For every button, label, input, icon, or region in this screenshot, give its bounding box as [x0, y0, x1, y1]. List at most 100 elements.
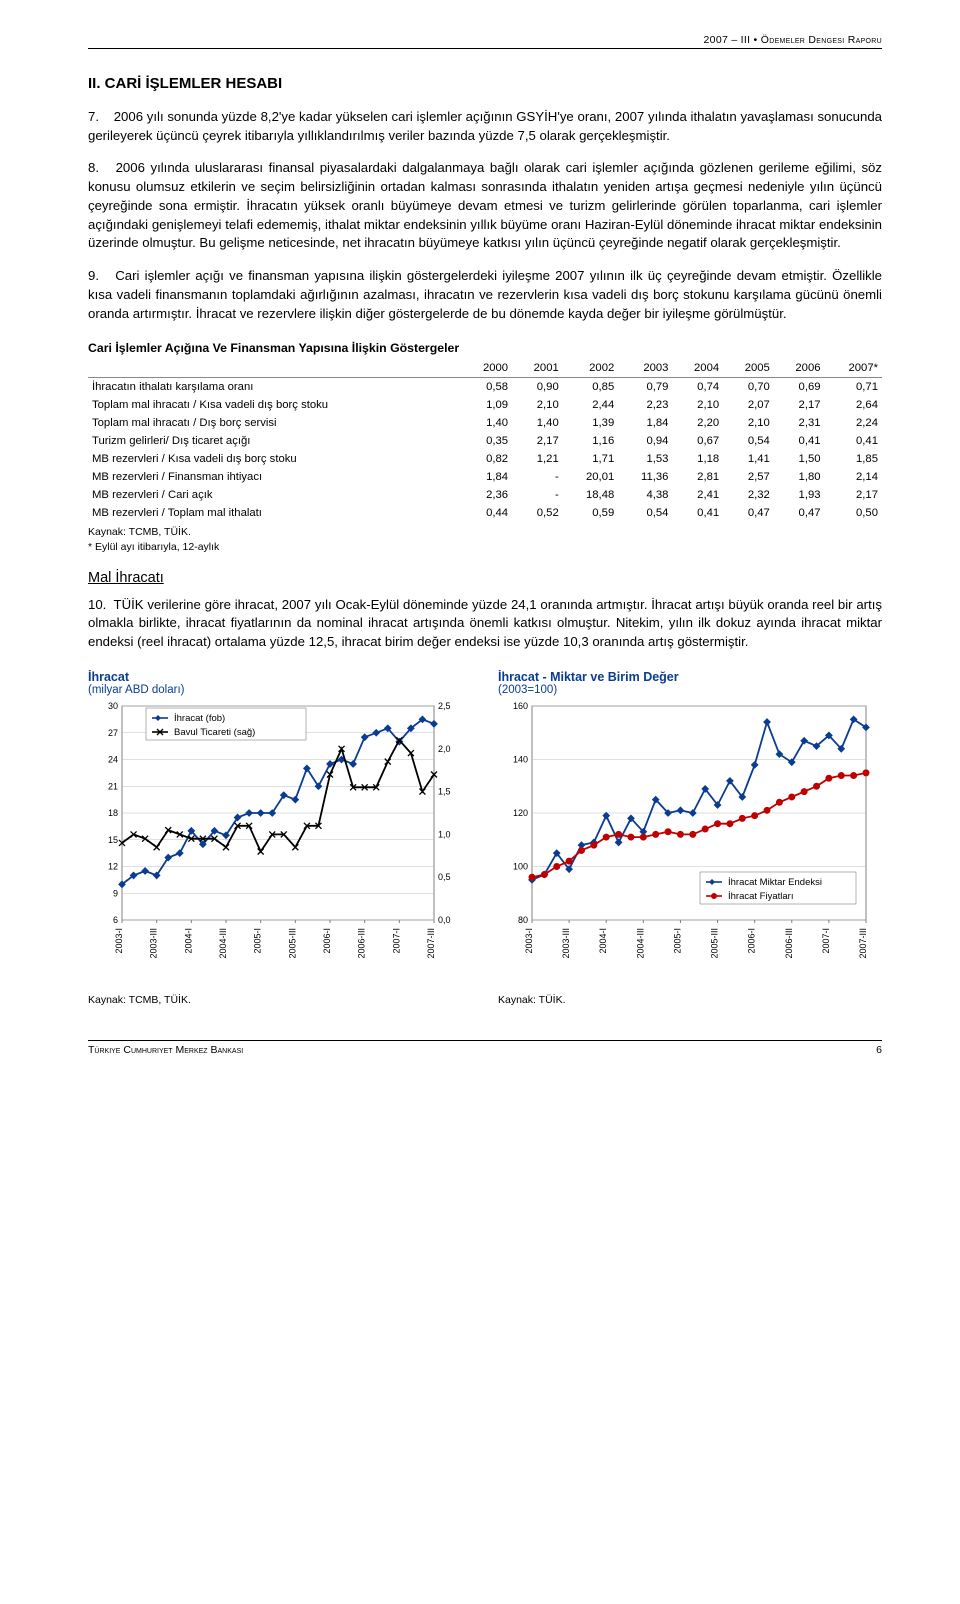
svg-text:1,0: 1,0	[438, 829, 451, 839]
table-cell: 0,41	[825, 432, 882, 450]
chart-right-source: Kaynak: TÜİK.	[498, 994, 882, 1006]
table-col-header: 2007*	[825, 359, 882, 378]
para-text: 2006 yılında uluslararası finansal piyas…	[88, 160, 882, 250]
svg-text:24: 24	[108, 754, 118, 764]
svg-text:2003-III: 2003-III	[561, 928, 571, 959]
table-row: MB rezervleri / Kısa vadeli dış borç sto…	[88, 450, 882, 468]
table-cell: 0,54	[723, 432, 774, 450]
table-cell: 1,93	[774, 486, 825, 504]
svg-text:2004-III: 2004-III	[218, 928, 228, 959]
chart-right-svg: 801001201401602003-I2003-III2004-I2004-I…	[498, 700, 878, 990]
table-cell: 0,85	[563, 378, 619, 397]
svg-text:0,5: 0,5	[438, 872, 451, 882]
subsection-para-num: 10.	[88, 596, 110, 615]
table-cell: 0,59	[563, 504, 619, 522]
table-row: MB rezervleri / Cari açık2,36-18,484,382…	[88, 486, 882, 504]
table-cell: 0,47	[774, 504, 825, 522]
table-cell: 1,71	[563, 450, 619, 468]
table-cell: 0,82	[461, 450, 512, 468]
svg-text:2006-I: 2006-I	[322, 928, 332, 954]
table-row-label: MB rezervleri / Kısa vadeli dış borç sto…	[88, 450, 461, 468]
table-cell: 0,50	[825, 504, 882, 522]
table-cell: 0,94	[618, 432, 672, 450]
table-col-header: 2006	[774, 359, 825, 378]
table-cell: 2,32	[723, 486, 774, 504]
para-num: 9.	[88, 267, 110, 286]
table-cell: 2,10	[512, 396, 563, 414]
subsection-title: Mal İhracatı	[88, 570, 882, 586]
table-cell: -	[512, 468, 563, 486]
table-cell: 2,17	[774, 396, 825, 414]
table-col-header: 2005	[723, 359, 774, 378]
table-col-header: 2002	[563, 359, 619, 378]
svg-text:İhracat Miktar Endeksi: İhracat Miktar Endeksi	[728, 877, 822, 888]
svg-text:2,0: 2,0	[438, 744, 451, 754]
svg-text:2005-I: 2005-I	[672, 928, 682, 954]
table-cell: 2,31	[774, 414, 825, 432]
body-paragraph: 8. 2006 yılında uluslararası finansal pi…	[88, 159, 882, 253]
table-row-label: MB rezervleri / Toplam mal ithalatı	[88, 504, 461, 522]
svg-text:30: 30	[108, 701, 118, 711]
subsection-paragraph: 10. TÜİK verilerine göre ihracat, 2007 y…	[88, 596, 882, 652]
table-cell: 1,80	[774, 468, 825, 486]
chart-left: İhracat (milyar ABD doları) 691215182124…	[88, 670, 472, 1006]
svg-text:2007-III: 2007-III	[858, 928, 868, 959]
table-cell: 2,44	[563, 396, 619, 414]
svg-text:Bavul Ticareti (sağ): Bavul Ticareti (sağ)	[174, 727, 255, 738]
table-star-note: * Eylül ayı itibarıyla, 12-aylık	[88, 541, 219, 553]
table-cell: 0,41	[672, 504, 723, 522]
table-cell: 0,69	[774, 378, 825, 397]
svg-text:İhracat (fob): İhracat (fob)	[174, 713, 225, 724]
body-paragraph: 9. Cari işlemler açığı ve finansman yapı…	[88, 267, 882, 323]
table-cell: 0,71	[825, 378, 882, 397]
table-cell: 18,48	[563, 486, 619, 504]
svg-text:2007-I: 2007-I	[391, 928, 401, 954]
table-cell: 2,41	[672, 486, 723, 504]
table-row: İhracatın ithalatı karşılama oranı0,580,…	[88, 378, 882, 397]
chart-left-svg: 69121518212427300,00,51,01,52,02,52003-I…	[88, 700, 468, 990]
subsection-para-text: TÜİK verilerine göre ihracat, 2007 yılı …	[88, 597, 882, 649]
svg-text:2003-III: 2003-III	[149, 928, 159, 959]
body-paragraph: 7. 2006 yılı sonunda yüzde 8,2'ye kadar …	[88, 108, 882, 145]
chart-left-source: Kaynak: TCMB, TÜİK.	[88, 994, 472, 1006]
table-cell: 0,67	[672, 432, 723, 450]
table-cell: 1,21	[512, 450, 563, 468]
svg-text:1,5: 1,5	[438, 786, 451, 796]
svg-text:6: 6	[113, 915, 118, 925]
table-cell: 0,58	[461, 378, 512, 397]
body-paragraphs: 7. 2006 yılı sonunda yüzde 8,2'ye kadar …	[88, 108, 882, 323]
table-row-label: MB rezervleri / Finansman ihtiyacı	[88, 468, 461, 486]
table-cell: 1,84	[461, 468, 512, 486]
table-row-label: MB rezervleri / Cari açık	[88, 486, 461, 504]
table-row: Turizm gelirleri/ Dış ticaret açığı0,352…	[88, 432, 882, 450]
table-col-header: 2001	[512, 359, 563, 378]
table-row-label: Turizm gelirleri/ Dış ticaret açığı	[88, 432, 461, 450]
table-col-header: 2004	[672, 359, 723, 378]
svg-text:2004-I: 2004-I	[598, 928, 608, 954]
table-cell: 2,20	[672, 414, 723, 432]
svg-text:100: 100	[513, 861, 528, 871]
svg-text:27: 27	[108, 728, 118, 738]
table-cell: 2,24	[825, 414, 882, 432]
table-cell: 2,10	[672, 396, 723, 414]
svg-text:140: 140	[513, 754, 528, 764]
svg-text:2007-I: 2007-I	[821, 928, 831, 954]
table-cell: 1,84	[618, 414, 672, 432]
charts-row: İhracat (milyar ABD doları) 691215182124…	[88, 670, 882, 1006]
para-text: 2006 yılı sonunda yüzde 8,2'ye kadar yük…	[88, 109, 882, 143]
footer-page-number: 6	[876, 1044, 882, 1056]
table-cell: 11,36	[618, 468, 672, 486]
table-cell: 2,10	[723, 414, 774, 432]
table-row: MB rezervleri / Toplam mal ithalatı0,440…	[88, 504, 882, 522]
table-row: MB rezervleri / Finansman ihtiyacı1,84-2…	[88, 468, 882, 486]
svg-text:80: 80	[518, 915, 528, 925]
table-cell: 0,52	[512, 504, 563, 522]
table-cell: 0,47	[723, 504, 774, 522]
table-cell: 0,35	[461, 432, 512, 450]
footer-meta: Türkiye Cumhuriyet Merkez Bankası 6	[88, 1040, 882, 1056]
para-text: Cari işlemler açığı ve finansman yapısın…	[88, 268, 882, 320]
para-num: 7.	[88, 108, 110, 127]
table-cell: 1,41	[723, 450, 774, 468]
table-cell: 0,41	[774, 432, 825, 450]
svg-text:2004-I: 2004-I	[183, 928, 193, 954]
